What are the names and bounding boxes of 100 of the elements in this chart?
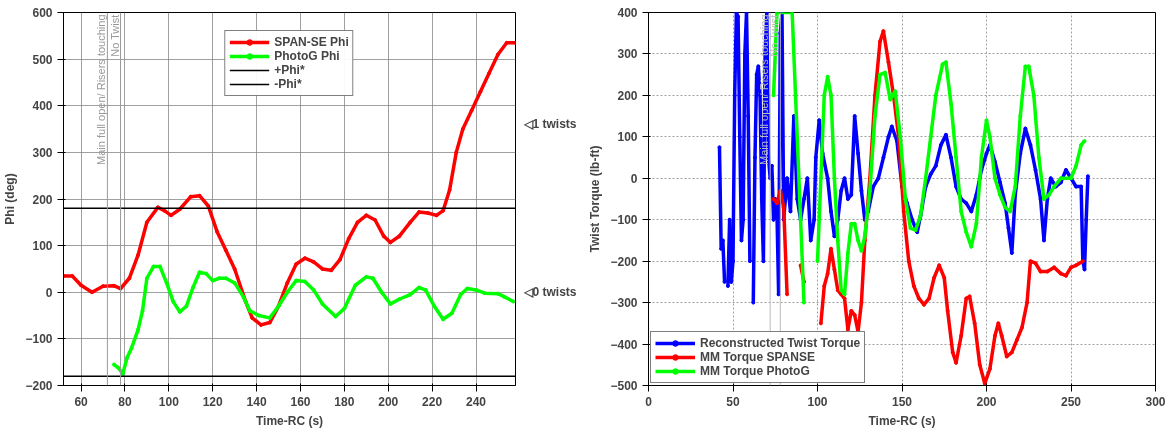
y-tick-label: −400: [610, 337, 638, 352]
point: [204, 271, 209, 276]
x-axis-title: Time-RC (s): [255, 413, 324, 428]
point: [210, 278, 215, 283]
point: [364, 213, 369, 218]
point: [320, 301, 325, 306]
point: [311, 259, 316, 264]
x-tick-label: 50: [726, 394, 740, 409]
y-tick-label: −100: [610, 213, 638, 228]
y-tick-label: 100: [32, 239, 53, 254]
point: [223, 276, 228, 281]
point: [495, 52, 500, 57]
y-tick-label: 600: [32, 6, 53, 20]
point: [90, 290, 95, 295]
y-axis-title: Phi (deg): [3, 173, 18, 225]
point: [408, 292, 413, 297]
point: [285, 290, 290, 295]
point: [127, 276, 132, 281]
point: [408, 220, 413, 225]
x-axis-title: Time-RC (s): [868, 413, 936, 428]
point: [250, 315, 255, 320]
x-tick-label: 140: [246, 394, 267, 409]
text: ◁1 twists: [522, 117, 577, 132]
point: [482, 291, 487, 296]
point: [381, 234, 386, 239]
point: [320, 266, 325, 271]
point: [511, 299, 516, 304]
point: [136, 252, 141, 257]
x-tick-label: 300: [1145, 394, 1166, 409]
point: [232, 266, 237, 271]
legend-label: -Phi*: [274, 77, 302, 91]
y-tick-label: 300: [32, 145, 53, 160]
y-tick-label: 200: [32, 192, 53, 207]
point: [184, 304, 189, 309]
point: [217, 276, 222, 281]
point: [487, 71, 492, 76]
point: [206, 204, 211, 208]
ref-line-label: Main full open/ Risers touching: [95, 14, 108, 165]
point: [353, 283, 358, 288]
x-tick-label: 250: [1060, 394, 1082, 409]
legend-label: SPAN-SE Phi: [274, 35, 349, 49]
point: [397, 297, 402, 302]
point: [197, 193, 202, 198]
point: [111, 362, 116, 367]
point: [171, 299, 176, 304]
point: [502, 294, 507, 299]
point: [454, 150, 459, 155]
y-tick-label: 500: [32, 52, 53, 67]
point: [267, 315, 272, 320]
x-tick-label: 100: [158, 394, 180, 409]
point: [397, 234, 402, 239]
point: [136, 327, 141, 332]
y-tick-label: 300: [617, 47, 638, 62]
point: [125, 355, 130, 360]
y-tick-label: 100: [617, 130, 638, 145]
point: [241, 294, 246, 299]
x-tick-label: 240: [465, 394, 487, 409]
point: [449, 311, 454, 316]
point: [70, 273, 75, 278]
text: ◁0 twists: [522, 285, 577, 300]
point: [447, 187, 452, 192]
point: [416, 285, 421, 290]
y-tick-label: −100: [25, 332, 53, 347]
point: [329, 268, 334, 273]
y-tick-label: −500: [610, 379, 638, 393]
y-tick-label: 0: [45, 285, 53, 300]
point: [101, 284, 105, 289]
x-tick-label: 120: [202, 394, 224, 409]
x-tick-label: 200: [976, 394, 997, 409]
point: [337, 257, 342, 262]
point: [311, 287, 316, 292]
point: [116, 365, 121, 370]
y-tick-label: −300: [610, 296, 638, 311]
point: [256, 313, 261, 318]
point: [478, 89, 483, 94]
point: [111, 283, 116, 288]
point: [164, 280, 169, 285]
point: [79, 283, 84, 288]
point: [370, 276, 375, 281]
y-tick-label: 400: [32, 99, 53, 114]
point: [129, 346, 134, 351]
legend-label: MM Torque SPANSE: [700, 350, 815, 364]
point: [474, 287, 478, 292]
y-tick-label: 400: [617, 6, 638, 20]
ref-line-label: Main full open/ Risers touching: [758, 14, 771, 165]
point: [379, 290, 384, 295]
x-tick-label: 200: [378, 394, 399, 409]
point: [144, 276, 149, 281]
point: [223, 248, 228, 253]
x-tick-label: 160: [290, 394, 311, 409]
point: [432, 304, 437, 309]
x-tick-label: 80: [118, 394, 132, 409]
y-tick-label: 200: [617, 88, 638, 103]
y-tick-label: −200: [25, 379, 53, 393]
point: [188, 194, 193, 199]
legend-label: Reconstructed Twist Torque: [700, 336, 861, 350]
legend-label: MM Torque PhotoG: [700, 364, 810, 378]
x-tick-label: 100: [807, 394, 828, 409]
point: [215, 229, 220, 234]
point: [355, 220, 360, 225]
